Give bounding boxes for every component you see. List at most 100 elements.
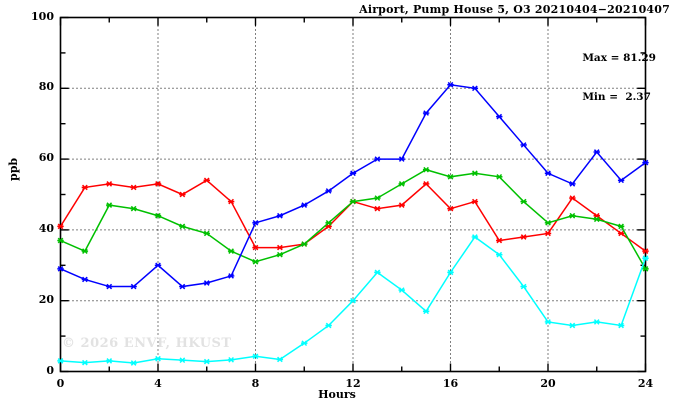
marker-series-blue (252, 219, 259, 226)
min-stat-label: Min = 2.37 (582, 91, 651, 103)
marker-series-green (398, 181, 405, 187)
marker-series-blue (349, 170, 357, 177)
marker-series-blue (203, 280, 210, 286)
marker-series-red (106, 181, 113, 187)
marker-series-blue (471, 85, 479, 92)
marker-series-green (154, 212, 162, 219)
marker-series-blue (447, 81, 454, 88)
marker-series-red (276, 244, 284, 251)
marker-series-green (642, 266, 649, 272)
marker-series-blue (544, 170, 552, 177)
marker-series-green (569, 212, 576, 219)
marker-series-cyan (374, 269, 381, 276)
marker-series-cyan (252, 353, 259, 360)
marker-series-blue (81, 276, 89, 283)
x-tick-label: 0 (56, 376, 65, 390)
marker-series-cyan (471, 234, 479, 240)
y-tick-label: 100 (31, 9, 54, 23)
marker-series-red (154, 181, 162, 187)
marker-series-red (447, 205, 454, 212)
marker-series-green (520, 198, 527, 205)
x-tick-label: 4 (154, 376, 162, 390)
marker-series-red (642, 248, 649, 254)
marker-series-cyan (496, 251, 503, 258)
marker-series-cyan (227, 356, 235, 363)
marker-series-red (57, 223, 64, 230)
marker-series-cyan (617, 322, 625, 329)
marker-series-cyan (447, 269, 454, 276)
marker-series-blue (301, 202, 308, 208)
marker-series-red (520, 234, 527, 240)
chart-title: Airport, Pump House 5, O3 20210404−20210… (359, 3, 670, 16)
y-tick-label: 60 (38, 151, 54, 165)
marker-series-red (422, 181, 430, 187)
marker-series-red (569, 195, 576, 201)
x-tick-label: 16 (442, 376, 459, 390)
y-tick-label: 20 (38, 292, 54, 306)
marker-series-cyan (203, 358, 210, 365)
marker-series-cyan (57, 358, 64, 364)
marker-series-blue (520, 142, 527, 148)
x-axis-label: Hours (318, 388, 356, 401)
marker-series-red (544, 230, 552, 237)
y-tick-label: 80 (38, 80, 54, 94)
marker-series-green (422, 166, 430, 173)
marker-series-red (617, 230, 625, 237)
marker-series-red (398, 202, 405, 208)
x-tick-label: 12 (345, 376, 361, 390)
marker-series-red (471, 198, 479, 205)
marker-series-red (81, 184, 89, 191)
marker-series-blue (642, 159, 649, 166)
marker-series-green (130, 205, 137, 212)
marker-series-green (227, 248, 235, 254)
marker-series-red (179, 191, 186, 198)
y-tick-label: 40 (38, 221, 54, 235)
max-stat-label: Max = 81.29 (582, 52, 656, 64)
marker-series-cyan (276, 356, 284, 363)
x-tick-label: 20 (540, 376, 556, 390)
x-tick-label: 24 (637, 376, 654, 390)
stats-annotation-box: Max = 81.29 Min = 2.37 (582, 26, 656, 130)
marker-series-green (349, 198, 357, 205)
marker-series-red (203, 177, 210, 184)
marker-series-cyan (520, 283, 527, 290)
marker-series-green (106, 202, 113, 208)
marker-series-cyan (398, 287, 405, 293)
marker-series-blue (422, 110, 430, 116)
y-axis-tick-labels: 0 20 40 60 80 100 (18, 0, 54, 409)
marker-series-cyan (301, 340, 308, 347)
marker-series-blue (496, 113, 503, 120)
marker-series-red (252, 244, 259, 251)
marker-series-green (276, 251, 284, 258)
marker-series-green (301, 241, 308, 247)
marker-series-cyan (325, 322, 332, 329)
marker-series-cyan (349, 297, 357, 304)
marker-series-green (203, 230, 210, 237)
marker-series-green (57, 237, 64, 244)
marker-series-cyan (130, 360, 137, 366)
marker-series-cyan (422, 308, 430, 315)
marker-series-green (81, 248, 89, 254)
marker-series-green (617, 223, 625, 230)
marker-series-blue (106, 283, 113, 290)
marker-series-cyan (179, 357, 186, 364)
marker-series-blue (325, 188, 332, 194)
marker-series-green (252, 258, 259, 265)
marker-series-green (447, 173, 454, 180)
marker-series-blue (130, 283, 137, 290)
marker-series-red (374, 205, 381, 212)
marker-series-green (179, 223, 186, 230)
y-tick-label: 0 (46, 363, 54, 377)
marker-series-cyan (106, 358, 113, 364)
marker-series-cyan (544, 319, 552, 325)
marker-series-blue (374, 156, 381, 162)
marker-series-cyan (642, 255, 649, 262)
marker-series-blue (593, 149, 600, 155)
x-tick-label: 8 (251, 376, 260, 390)
marker-series-cyan (593, 319, 600, 325)
marker-series-green (496, 173, 503, 180)
marker-series-red (496, 237, 503, 244)
